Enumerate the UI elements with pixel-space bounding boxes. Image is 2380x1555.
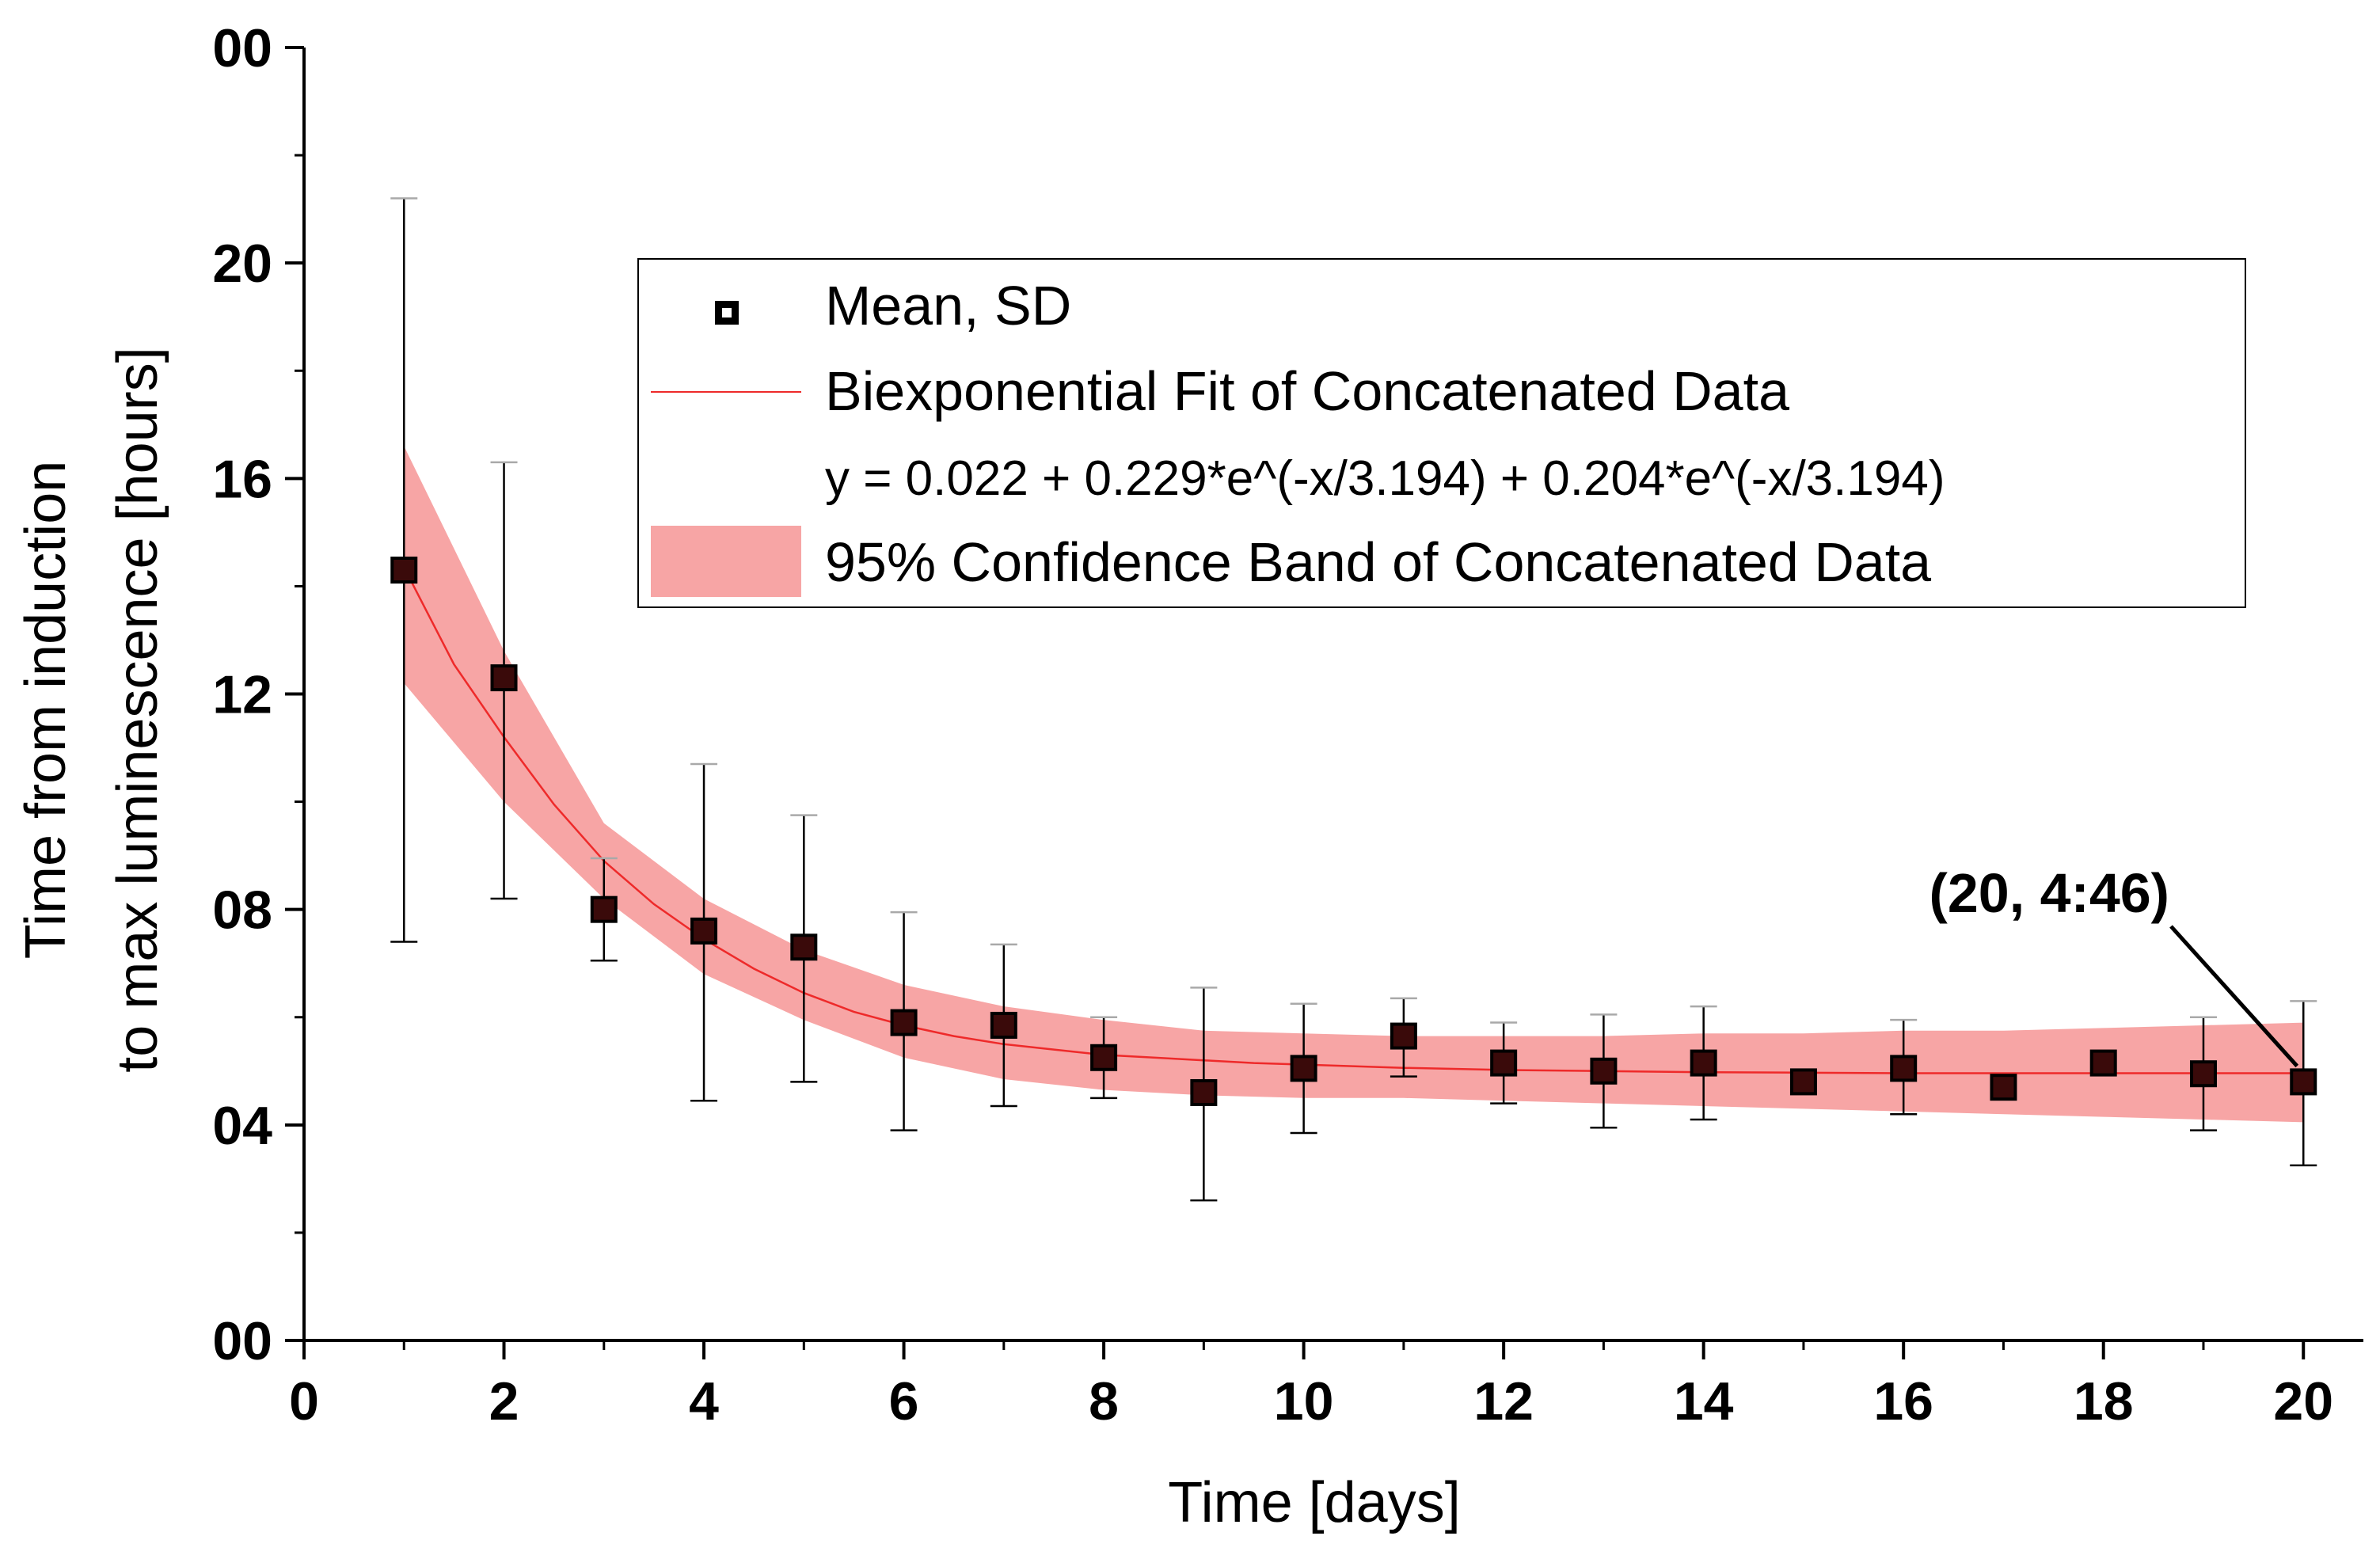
data-point-20 — [2290, 1068, 2317, 1096]
data-point-19 — [2189, 1060, 2217, 1088]
y-tick-label-2: 08 — [212, 880, 272, 941]
y-tick-label-1: 04 — [212, 1096, 272, 1156]
legend-mean-marker-hole — [722, 308, 732, 317]
data-point-5 — [790, 933, 818, 961]
data-point-2 — [490, 664, 518, 692]
legend-equation: y = 0.022 + 0.229*e^(-x/3.194) + 0.204*e… — [825, 451, 1945, 506]
axes — [285, 46, 2363, 1359]
y-tick-label-0: 00 — [212, 1311, 272, 1371]
y-axis-title: Time from induction to max luminescence … — [14, 347, 169, 1072]
x-tick-label-0: 0 — [289, 1371, 319, 1431]
y-tick-label-3: 12 — [212, 665, 272, 725]
x-tick-label-3: 6 — [889, 1371, 919, 1431]
annotation-label: (20, 4:46) — [1929, 862, 2169, 924]
x-tick-label-5: 10 — [1274, 1371, 1334, 1431]
data-point-12 — [1490, 1049, 1518, 1077]
data-point-11 — [1390, 1022, 1417, 1050]
y-tick-label-4: 16 — [212, 449, 272, 509]
y-tick-label-6: 00 — [212, 18, 272, 78]
legend-box — [637, 258, 2246, 608]
legend-band-label: 95% Confidence Band of Concatenated Data — [825, 531, 1931, 593]
legend-band-swatch — [651, 526, 801, 597]
data-point-4 — [690, 917, 718, 945]
x-tick-label-9: 18 — [2074, 1371, 2134, 1431]
y-tick-label-5: 20 — [212, 234, 272, 294]
annotation-leader-line — [2169, 925, 2299, 1068]
data-point-16 — [1890, 1055, 1918, 1082]
data-point-15 — [1789, 1068, 1817, 1096]
x-axis-title: Time [days] — [1168, 1471, 1460, 1534]
legend-mean-label: Mean, SD — [825, 275, 1071, 336]
x-tick-label-10: 20 — [2273, 1371, 2333, 1431]
x-tick-label-4: 8 — [1089, 1371, 1119, 1431]
data-point-10 — [1290, 1055, 1317, 1082]
data-point-18 — [2089, 1049, 2117, 1077]
x-tick-label-1: 2 — [489, 1371, 519, 1431]
data-point-layer — [390, 557, 2317, 1107]
x-tick-label-8: 16 — [1873, 1371, 1933, 1431]
data-point-14 — [1690, 1049, 1717, 1077]
data-point-8 — [1090, 1044, 1118, 1071]
data-point-6 — [890, 1009, 918, 1036]
data-point-7 — [990, 1011, 1017, 1039]
data-point-3 — [590, 895, 618, 923]
legend: Mean, SD Biexponential Fit of Concatenat… — [637, 258, 2246, 608]
fit-line-layer — [403, 567, 2304, 1074]
fit-line — [403, 567, 2304, 1074]
data-point-13 — [1590, 1057, 1618, 1085]
annotation: (20, 4:46) — [1929, 862, 2299, 1068]
x-tick-label-2: 4 — [689, 1371, 719, 1431]
legend-fit-label: Biexponential Fit of Concatenated Data — [825, 360, 1789, 422]
data-point-17 — [1990, 1074, 2017, 1101]
x-tick-label-6: 12 — [1473, 1371, 1534, 1431]
y-axis-title-line-2: to max luminescence [hours] — [106, 347, 169, 1072]
data-point-9 — [1190, 1079, 1218, 1107]
x-tick-label-7: 14 — [1674, 1371, 1734, 1431]
y-axis-title-line-1: Time from induction — [14, 461, 78, 960]
data-point-1 — [390, 557, 418, 584]
